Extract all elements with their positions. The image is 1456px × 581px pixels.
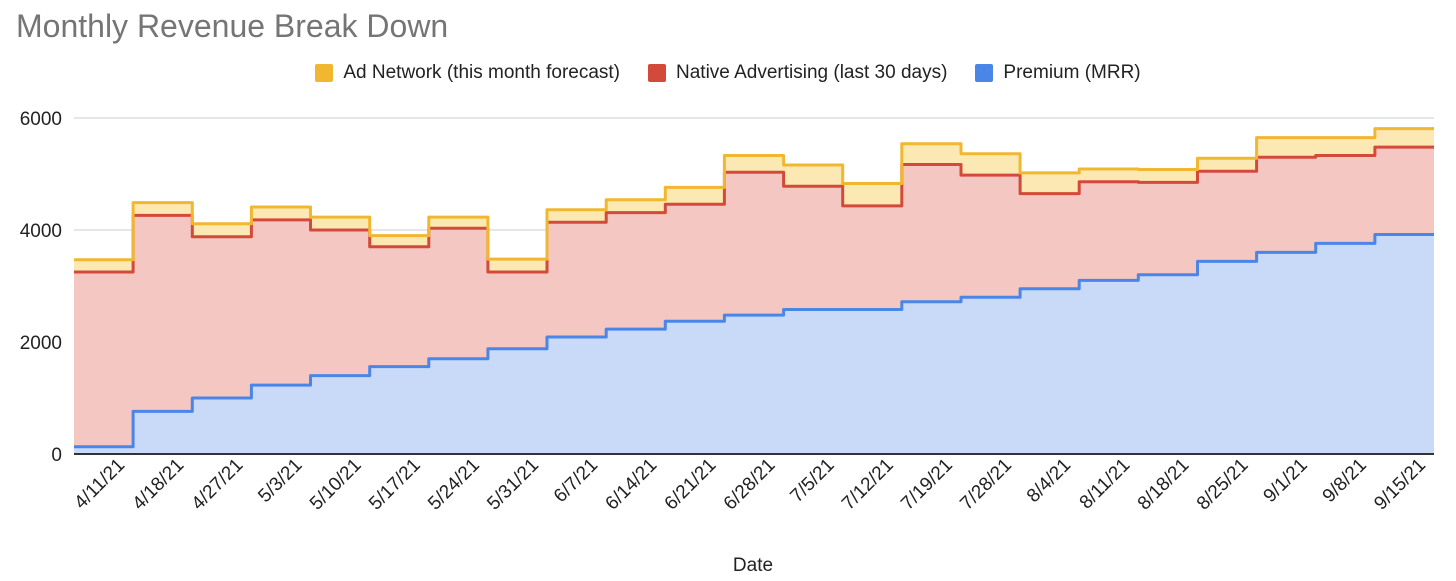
legend-item-ad-network[interactable]: Ad Network (this month forecast) xyxy=(315,62,620,84)
x-axis-title: Date xyxy=(733,555,773,576)
series-line-0 xyxy=(74,233,1434,449)
x-tick-label: 5/24/21 xyxy=(424,455,484,515)
legend: Ad Network (this month forecast) Native … xyxy=(0,62,1456,84)
x-tick-label: 8/18/21 xyxy=(1134,455,1194,515)
x-tick-label: 7/5/21 xyxy=(786,455,838,507)
legend-swatch-native-advertising xyxy=(648,64,667,82)
x-tick-label: 6/28/21 xyxy=(720,455,780,515)
x-tick-label: 4/18/21 xyxy=(129,455,189,515)
legend-label-premium: Premium (MRR) xyxy=(1003,62,1141,83)
x-tick-label: 8/4/21 xyxy=(1023,455,1075,507)
x-tick-label: 8/11/21 xyxy=(1076,455,1135,514)
x-tick-label: 7/28/21 xyxy=(956,455,1016,515)
x-tick-label: 6/21/21 xyxy=(661,455,721,515)
x-tick-label: 8/25/21 xyxy=(1193,455,1253,515)
y-tick-label: 0 xyxy=(51,445,62,466)
y-axis-ticks: 0 2000 4000 6000 xyxy=(20,109,62,466)
legend-swatch-ad-network xyxy=(315,64,334,82)
x-tick-label: 5/31/21 xyxy=(483,455,543,515)
x-tick-label: 9/8/21 xyxy=(1319,455,1371,507)
x-tick-label: 9/1/21 xyxy=(1260,455,1312,507)
series-area-1 xyxy=(74,147,1434,447)
series-line-2 xyxy=(74,127,1434,262)
x-tick-label: 9/15/21 xyxy=(1370,455,1430,515)
legend-swatch-premium xyxy=(975,64,994,82)
y-tick-label: 6000 xyxy=(20,109,62,130)
x-tick-label: 7/12/21 xyxy=(838,455,898,515)
x-tick-label: 7/19/21 xyxy=(897,455,957,515)
series-areas xyxy=(74,128,1434,454)
x-tick-label: 5/17/21 xyxy=(365,455,425,515)
series-lines xyxy=(74,127,1434,449)
legend-item-premium[interactable]: Premium (MRR) xyxy=(975,62,1141,84)
chart-title: Monthly Revenue Break Down xyxy=(16,8,449,44)
x-tick-label: 5/10/21 xyxy=(306,455,366,515)
legend-label-native-advertising: Native Advertising (last 30 days) xyxy=(676,62,948,83)
y-tick-label: 4000 xyxy=(20,221,62,242)
x-axis-ticks: 4/11/21 4/18/21 4/27/21 5/3/21 5/10/21 5/17/2… xyxy=(70,455,1430,515)
legend-item-native-advertising[interactable]: Native Advertising (last 30 days) xyxy=(648,62,947,84)
legend-label-ad-network: Ad Network (this month forecast) xyxy=(343,62,621,83)
series-line-1 xyxy=(74,145,1434,274)
x-tick-label: 5/3/21 xyxy=(254,455,306,507)
series-area-0 xyxy=(74,234,1434,454)
x-tick-label: 6/7/21 xyxy=(550,455,602,507)
x-tick-label: 4/27/21 xyxy=(188,455,248,515)
y-tick-label: 2000 xyxy=(20,333,62,354)
x-tick-label: 4/11/21 xyxy=(70,455,129,514)
x-tick-label: 6/14/21 xyxy=(602,455,662,515)
